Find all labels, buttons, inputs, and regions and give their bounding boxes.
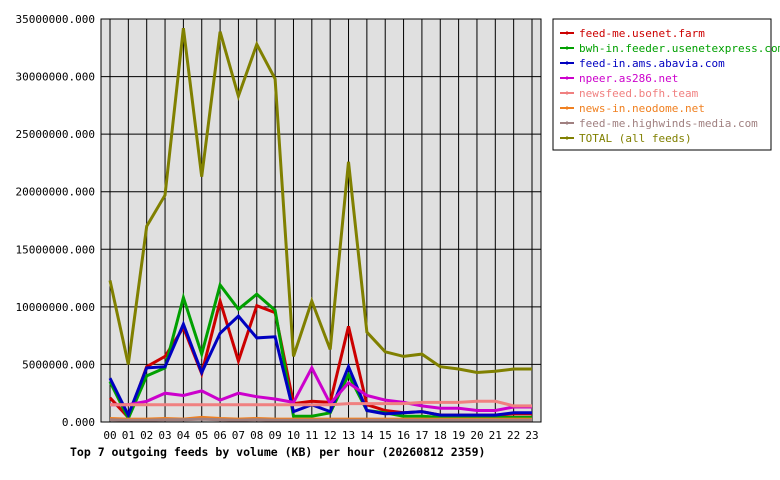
y-tick-label: 5000000.000 <box>22 358 95 371</box>
y-tick-label: 30000000.000 <box>16 71 95 84</box>
series-lines <box>108 28 532 423</box>
x-tick-label: 04 <box>177 429 191 442</box>
x-tick-label: 12 <box>324 429 337 442</box>
series-line <box>110 399 532 408</box>
series-line <box>108 313 532 419</box>
x-axis-ticks: 00 01 02 03 04 05 06 07 08 09 10 11 12 13 14 15 16 17 18 19… <box>103 429 538 442</box>
legend-label: feed-in.ams.abavia.com <box>579 57 725 70</box>
y-axis-ticks: 0.000 5000000.000 10000000.000 15000000.000… <box>16 13 95 429</box>
y-tick-label: 10000000.000 <box>16 301 95 314</box>
legend-box <box>552 18 772 151</box>
x-tick-label: 17 <box>415 429 428 442</box>
x-tick-label: 01 <box>122 429 135 442</box>
legend-label: news-in.neodome.net <box>579 102 705 115</box>
series-line <box>108 281 532 423</box>
x-tick-label: 18 <box>434 429 447 442</box>
x-tick-label: 11 <box>305 429 318 442</box>
x-tick-label: 21 <box>489 429 502 442</box>
legend-label: newsfeed.bofh.team <box>579 87 699 100</box>
x-tick-label: 23 <box>525 429 538 442</box>
series-line <box>108 28 532 375</box>
x-tick-label: 15 <box>379 429 392 442</box>
y-tick-label: 0.000 <box>62 416 95 429</box>
legend-label: npeer.as286.net <box>579 72 678 85</box>
x-tick-label: 07 <box>232 429 245 442</box>
x-tick-label: 10 <box>287 429 300 442</box>
x-tick-label: 14 <box>360 429 374 442</box>
legend-label: TOTAL (all feeds) <box>579 132 692 145</box>
legend-label: bwh-in.feeder.usenetexpress.com <box>579 42 780 55</box>
x-tick-label: 19 <box>452 429 465 442</box>
x-tick-label: 03 <box>158 429 171 442</box>
x-tick-label: 09 <box>269 429 282 442</box>
x-tick-label: 08 <box>250 429 263 442</box>
plot-frame <box>100 18 542 423</box>
y-tick-label: 25000000.000 <box>16 128 95 141</box>
series-line <box>109 417 532 422</box>
chart-title: Top 7 outgoing feeds by volume (KB) per … <box>70 445 485 459</box>
legend-label: feed-me.highwinds-media.com <box>579 117 758 130</box>
y-tick-label: 20000000.000 <box>16 186 95 199</box>
x-tick-label: 02 <box>140 429 153 442</box>
legend: feed-me.usenet.farm bwh-in.feeder.usenete… <box>552 18 780 151</box>
y-tick-label: 15000000.000 <box>16 243 95 256</box>
x-tick-label: 13 <box>342 429 355 442</box>
x-tick-label: 00 <box>103 429 116 442</box>
x-tick-label: 05 <box>195 429 208 442</box>
x-tick-label: 06 <box>213 429 226 442</box>
y-tick-label: 35000000.000 <box>16 13 95 26</box>
x-tick-label: 20 <box>470 429 483 442</box>
series-line <box>110 364 532 412</box>
plot-background <box>101 19 541 422</box>
legend-label: feed-me.usenet.farm <box>579 27 705 40</box>
x-tick-label: 22 <box>507 429 520 442</box>
x-tick-label: 16 <box>397 429 410 442</box>
